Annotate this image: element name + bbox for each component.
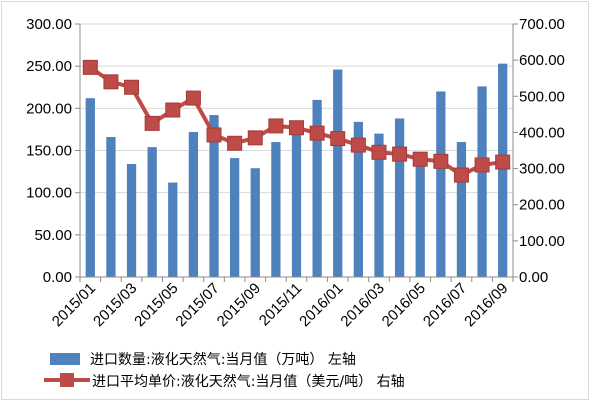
x-tick-label: 2016/01 [296, 280, 346, 330]
line-series [82, 59, 511, 183]
bar-series [85, 63, 508, 278]
bar [147, 147, 157, 277]
right-tick-label: 200.00 [519, 197, 565, 214]
right-tick-label: 600.00 [519, 52, 565, 69]
legend-swatch-bar [50, 353, 80, 365]
right-axis-ticks: 0.00 100.00 200.00 300.00 400.00 500.00 600.00… [513, 16, 565, 286]
bar [250, 168, 260, 277]
legend-label-line: 进口平均单价:液化天然气:当月值（美元/吨） 右轴 [92, 373, 405, 390]
bar [436, 91, 446, 277]
right-tick-label: 300.00 [519, 161, 565, 178]
line-marker [247, 130, 263, 146]
x-tick-label: 2016/07 [420, 280, 470, 330]
line-marker [474, 157, 490, 173]
left-tick-label: 50.00 [34, 227, 72, 244]
line-marker [495, 154, 511, 170]
line-marker [392, 146, 408, 162]
line-marker [330, 131, 346, 147]
bar [85, 98, 95, 277]
bar [126, 163, 137, 277]
line-marker [144, 115, 160, 131]
right-tick-label: 400.00 [519, 124, 565, 141]
x-tick-label: 2016/09 [461, 280, 511, 330]
line-marker [82, 59, 98, 75]
line-marker [453, 167, 469, 183]
x-tick-label: 2016/03 [337, 280, 387, 330]
bar [271, 142, 281, 277]
bar [168, 182, 178, 277]
bar [415, 153, 425, 277]
x-tick-label: 2015/03 [90, 280, 140, 330]
bar [374, 133, 384, 277]
bar [230, 158, 240, 277]
line-marker [350, 137, 366, 153]
left-tick-label: 300.00 [26, 16, 72, 33]
bar [394, 118, 405, 277]
x-tick-label: 2016/05 [379, 280, 429, 330]
line-marker [268, 118, 284, 134]
x-tick-label: 2015/11 [256, 280, 306, 330]
line-marker [165, 102, 181, 118]
legend: 进口数量:液化天然气:当月值（万吨） 左轴进口平均单价:液化天然气:当月值（美元… [44, 351, 405, 390]
line-marker [227, 135, 243, 151]
line-marker [185, 90, 201, 106]
bar [456, 142, 467, 277]
bar [209, 115, 219, 277]
right-tick-label: 100.00 [519, 233, 565, 250]
bar [312, 99, 322, 278]
line-marker [103, 74, 119, 90]
bar [353, 121, 363, 278]
line-marker [289, 120, 304, 136]
legend-label-bar: 进口数量:液化天然气:当月值（万吨） 左轴 [90, 351, 356, 368]
x-tick-label: 2015/05 [131, 280, 181, 330]
line-marker [371, 144, 387, 160]
right-tick-label: 700.00 [519, 16, 565, 33]
bar [333, 69, 343, 277]
line-marker [124, 79, 140, 95]
line-marker [206, 127, 222, 143]
bar [188, 131, 199, 277]
bar [106, 137, 116, 277]
bar [498, 63, 508, 278]
bar [291, 125, 302, 277]
right-tick-label: 0.00 [519, 269, 548, 286]
x-axis-ticks: 2015/012015/032015/052015/072015/092015/… [49, 277, 514, 330]
legend-swatch-marker [60, 373, 74, 387]
x-tick-label: 2015/07 [172, 280, 222, 330]
left-tick-label: 250.00 [26, 58, 72, 75]
left-axis-ticks: 0.00 50.00 100.00 150.00 200.00 250.00 300.00 [26, 16, 80, 286]
x-tick-label: 2015/01 [49, 280, 99, 330]
line-marker [309, 125, 325, 141]
bar [477, 86, 487, 277]
left-tick-label: 200.00 [26, 100, 72, 117]
right-tick-label: 500.00 [519, 88, 565, 105]
line-marker [412, 151, 428, 167]
left-tick-label: 100.00 [26, 185, 72, 202]
left-tick-label: 150.00 [26, 143, 72, 160]
x-tick-label: 2015/09 [214, 280, 264, 330]
line-marker [433, 153, 449, 169]
left-tick-label: 0.00 [43, 269, 72, 286]
